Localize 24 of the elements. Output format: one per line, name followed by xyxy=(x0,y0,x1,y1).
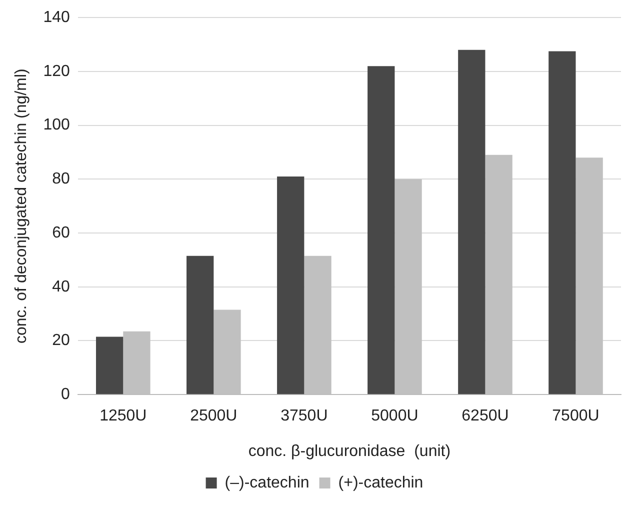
x-tick-label: 2500U xyxy=(190,408,238,425)
x-tick-label: 7500U xyxy=(552,408,600,425)
bar xyxy=(277,176,304,394)
y-tick-label: 40 xyxy=(52,278,70,296)
y-tick-label: 20 xyxy=(52,332,70,350)
y-tick-label: 100 xyxy=(43,116,70,134)
legend-label: (–)-catechin xyxy=(224,474,310,492)
y-tick-label: 60 xyxy=(52,224,70,242)
x-tick-label: 3750U xyxy=(280,408,328,425)
x-tick-label: 6250U xyxy=(462,408,509,425)
bar xyxy=(458,50,486,394)
y-axis-title: conc. of deconjugated catechin (ng/ml) xyxy=(13,68,30,344)
bar xyxy=(186,256,214,394)
y-tick-label: 120 xyxy=(43,62,70,80)
x-axis-title: conc. β-glucuronidase (unit) xyxy=(248,442,451,460)
x-tick-label: 5000U xyxy=(371,408,418,425)
y-tick-label: 0 xyxy=(60,386,70,404)
y-tick-label: 80 xyxy=(52,170,70,188)
bar xyxy=(96,336,124,394)
bar xyxy=(368,66,395,394)
legend-label: (+)-catechin xyxy=(338,474,424,492)
bar xyxy=(548,51,576,394)
y-tick-label: 140 xyxy=(43,9,70,26)
x-tick-label: 1250U xyxy=(100,408,147,425)
